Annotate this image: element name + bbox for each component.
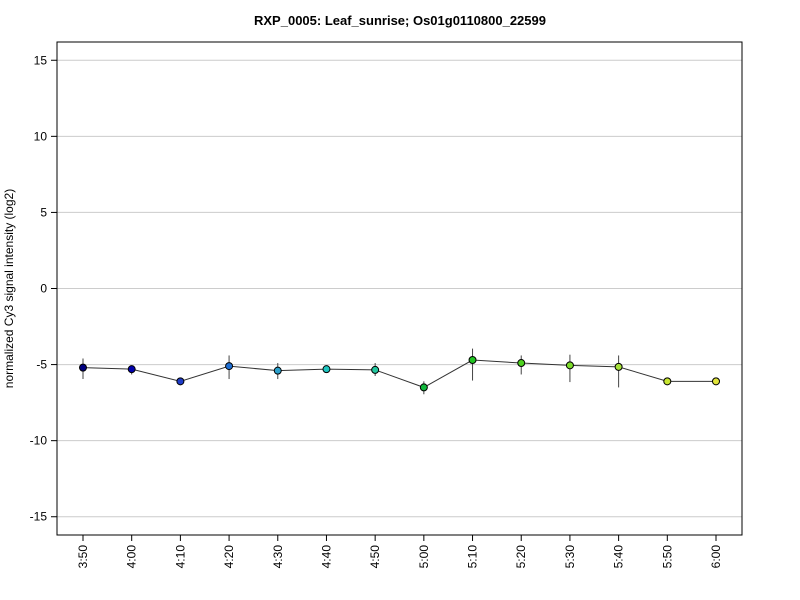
x-tick-label: 4:10 — [173, 545, 187, 569]
grid-lines — [57, 59, 742, 518]
y-tick-label: 10 — [34, 129, 48, 143]
x-tick-label: 6:00 — [709, 545, 723, 569]
x-tick-label: 5:10 — [466, 545, 480, 569]
x-tick-label: 4:30 — [271, 545, 285, 569]
x-tick-label: 5:40 — [612, 545, 626, 569]
data-point — [225, 362, 234, 371]
axes: -15 -10 -5 0 5 10 15 3:50 4:00 4:10 4:20 4:30 4:40 4:… — [30, 41, 743, 569]
x-tick-label: 4:50 — [368, 545, 382, 569]
y-tick-label: 15 — [34, 53, 48, 67]
data-point — [371, 365, 380, 374]
data-point — [79, 363, 87, 372]
data-point — [565, 361, 574, 370]
data-point — [127, 365, 136, 374]
data-point — [419, 383, 428, 392]
chart-title: RXP_0005: Leaf_sunrise; Os01g0110800_225… — [254, 13, 546, 28]
data-point — [663, 377, 672, 386]
y-axis-label: normalized Cy3 signal intensity (log2) — [2, 189, 16, 388]
y-tick-label: -5 — [36, 358, 47, 372]
data-series — [79, 348, 720, 395]
data-point — [517, 359, 526, 368]
data-point — [468, 356, 477, 365]
data-point — [176, 377, 185, 386]
y-tick-label: -15 — [30, 510, 48, 524]
plot-frame — [56, 41, 743, 536]
y-tick-label: -10 — [30, 434, 48, 448]
y-tick-label: 5 — [40, 205, 47, 219]
data-point — [614, 362, 623, 371]
x-tick-label: 4:40 — [319, 545, 333, 569]
data-point — [322, 365, 331, 374]
y-tick-label: 0 — [40, 282, 47, 296]
x-tick-label: 4:00 — [125, 545, 139, 569]
x-tick-label: 3:50 — [76, 545, 90, 569]
x-tick-label: 5:00 — [417, 545, 431, 569]
data-point — [712, 377, 720, 386]
x-tick-label: 5:20 — [514, 545, 528, 569]
x-tick-label: 5:50 — [660, 545, 674, 569]
x-tick-label: 4:20 — [222, 545, 236, 569]
x-tick-label: 5:30 — [563, 545, 577, 569]
data-point — [273, 366, 282, 375]
series-line — [82, 359, 716, 388]
